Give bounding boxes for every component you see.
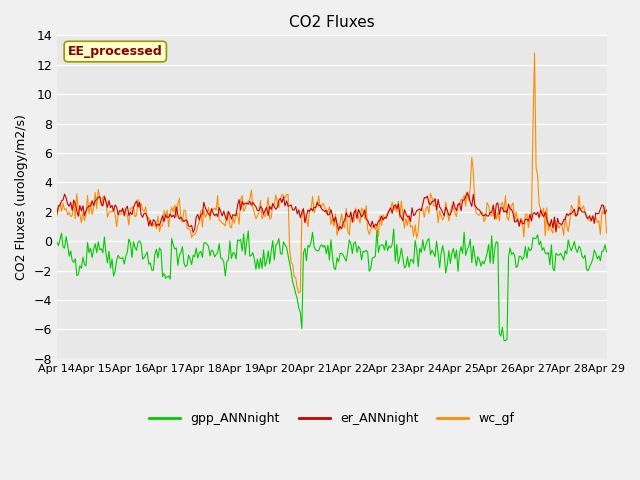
Text: EE_processed: EE_processed [68,45,163,58]
Legend: gpp_ANNnight, er_ANNnight, wc_gf: gpp_ANNnight, er_ANNnight, wc_gf [144,407,519,430]
Y-axis label: CO2 Fluxes (urology/m2/s): CO2 Fluxes (urology/m2/s) [15,114,28,280]
Title: CO2 Fluxes: CO2 Fluxes [289,15,374,30]
